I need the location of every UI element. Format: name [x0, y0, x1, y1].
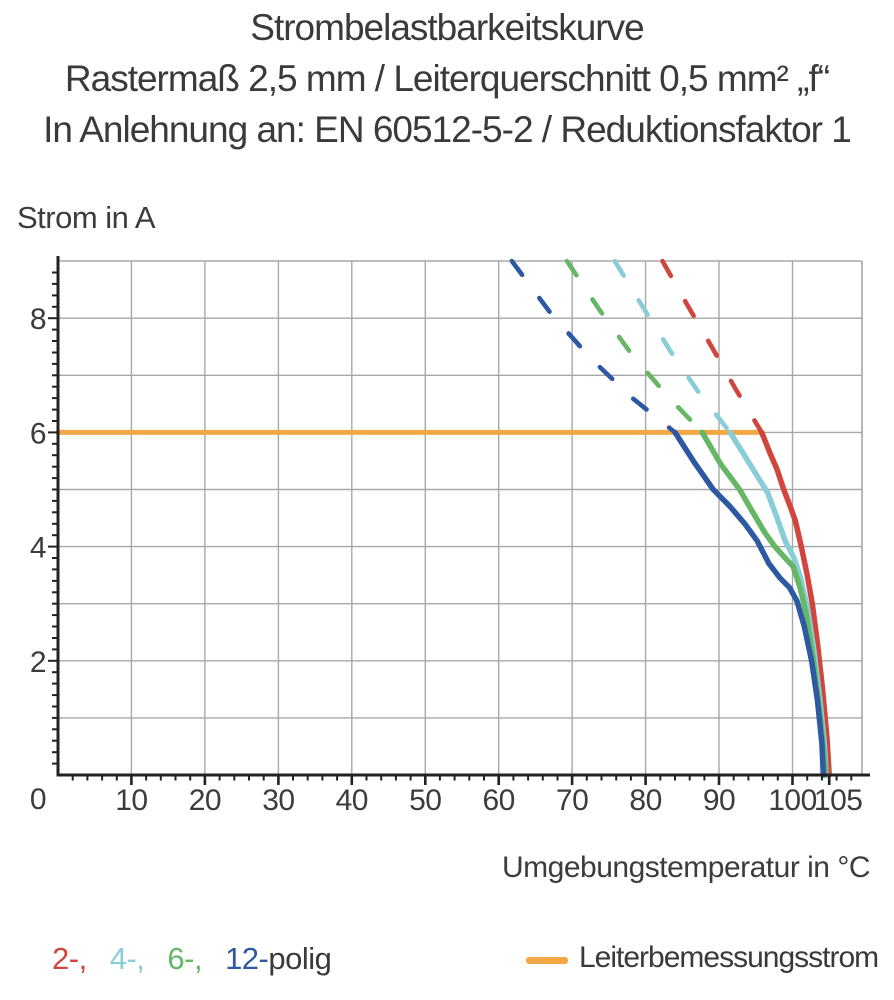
x-tick-label: 60	[483, 784, 515, 817]
curve-dashed-4-polig	[612, 258, 733, 435]
x-tick-label: 90	[703, 784, 735, 817]
title-line-3: In Anlehnung an: EN 60512-5-2 / Reduktio…	[43, 109, 852, 150]
curve-solid-2-polig	[758, 429, 832, 778]
x-tick-label: 30	[262, 784, 294, 817]
legend-item-6-polig: 6-,	[167, 941, 203, 976]
y-tick-label: 6	[30, 417, 46, 450]
curve-dashed-12-polig	[509, 258, 678, 435]
poles-legend: 2-, 4-, 6-, 12-polig	[52, 941, 332, 977]
x-tick-label: 40	[336, 784, 368, 817]
x-tick-label: 10	[115, 784, 147, 817]
title-line-1: Strombelastbarkeitskurve	[250, 7, 644, 48]
x-tick-label: 105	[814, 784, 863, 817]
x-tick-label: 80	[629, 784, 661, 817]
y-axis-title: Strom in A	[17, 200, 156, 235]
poles-legend-items: 2-, 4-, 6-, 12-	[52, 941, 269, 976]
title-line-2: Rastermaß 2,5 mm / Leiterquerschnitt 0,5…	[64, 58, 830, 99]
curve-dashed-6-polig	[564, 258, 705, 435]
x-tick-label: 50	[409, 784, 441, 817]
y-tick-label: 4	[30, 532, 46, 565]
y-tick-label: 8	[30, 303, 46, 336]
x-tick-label: 20	[189, 784, 221, 817]
legend-item-12-polig: 12-	[225, 941, 269, 976]
curve-solid-12-polig	[672, 429, 827, 778]
chart-title-block: Strombelastbarkeitskurve Rastermaß 2,5 m…	[0, 2, 894, 155]
x-tick-label: 70	[556, 784, 588, 817]
rated-current-line-swatch	[526, 956, 568, 964]
rated-current-label: Leiterbemessungsstrom	[579, 941, 879, 974]
y-tick-label: 0	[30, 783, 46, 816]
legend-item-4-polig: 4-,	[109, 941, 145, 976]
y-tick-label: 2	[30, 646, 46, 679]
poles-legend-suffix: polig	[268, 941, 332, 976]
x-tick-label: 100	[768, 784, 817, 817]
x-axis-title: Umgebungstemperatur in °C	[501, 851, 871, 884]
legend-item-2-polig: 2-,	[52, 941, 87, 976]
curve-dashed-2-polig	[660, 258, 764, 435]
rated-current-legend: Leiterbemessungsstrom	[526, 941, 879, 975]
